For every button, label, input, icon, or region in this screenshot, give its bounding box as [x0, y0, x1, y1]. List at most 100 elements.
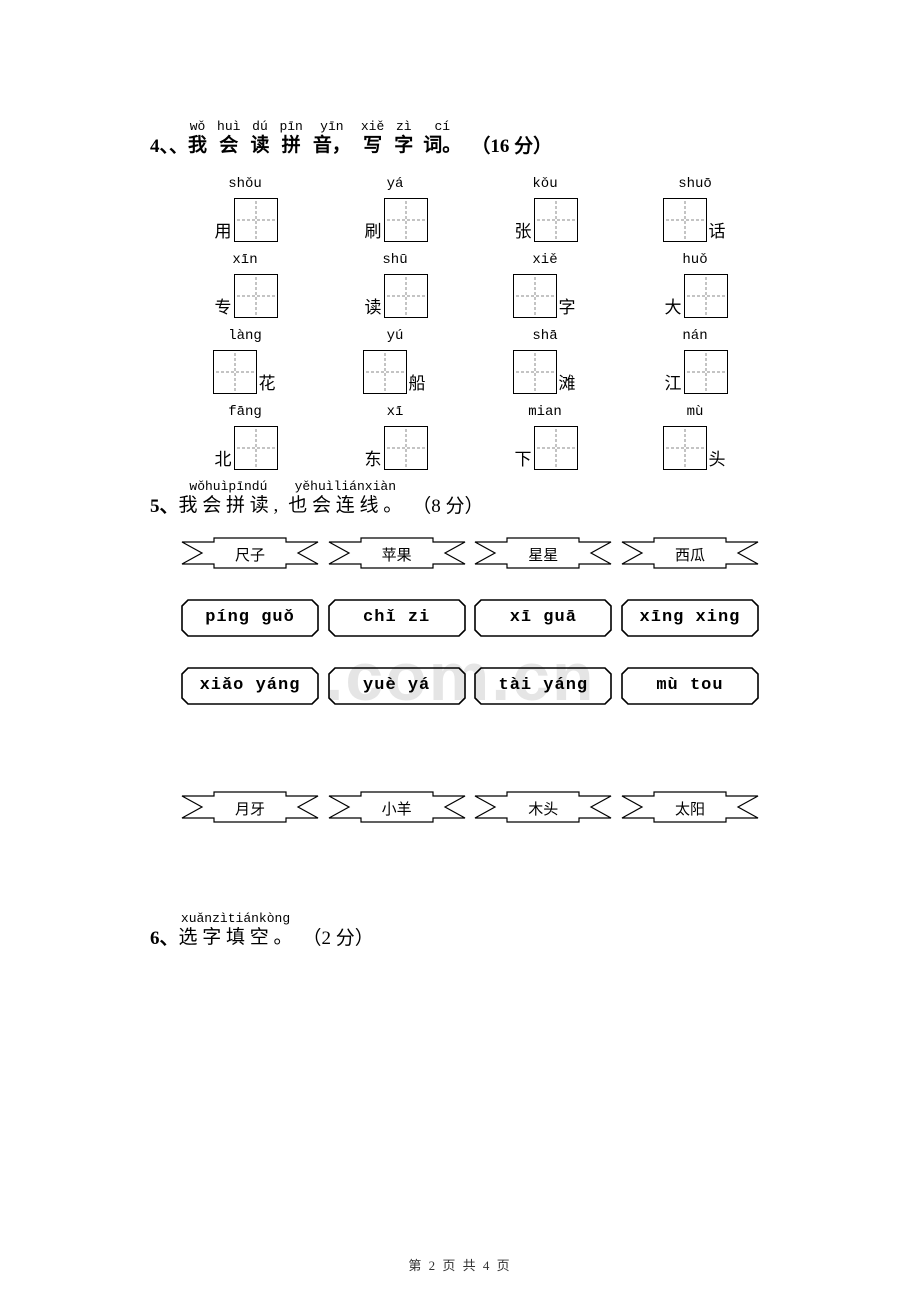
pinyin-box[interactable]: píng guǒ — [180, 598, 320, 638]
pinyin-text: xīng xing — [640, 608, 741, 627]
cell-pinyin: làng — [228, 328, 262, 346]
hanzi-cell: nán 江 — [625, 328, 765, 394]
pinyin-text: píng guǒ — [205, 608, 295, 627]
hanzi-cell: làng 花 — [175, 328, 315, 394]
cell-pinyin: shuō — [678, 176, 712, 194]
prefix-char: 读 — [365, 299, 382, 316]
banner-text: 尺子 — [235, 544, 265, 565]
word-banner[interactable]: 木头 — [473, 790, 613, 824]
q4-title: 4、、wǒ我huì会dú读pīn拼yīn音，xiě写zì字cí词。（16 分） — [150, 120, 820, 158]
anno-char: xiě写 — [361, 120, 384, 158]
banner-text: 西瓜 — [675, 544, 705, 565]
suffix-char: 字 — [559, 299, 576, 316]
hanzi-row: fāng 北 xī东 mian 下 mù头 — [175, 404, 765, 470]
hanzi-cell: mù头 — [625, 404, 765, 470]
cell-pinyin: xī — [387, 404, 404, 422]
hanzi-row: shǒu用yá刷kǒu张shuō话 — [175, 176, 765, 242]
pinyin-box[interactable]: xiǎo yáng — [180, 666, 320, 706]
banner-text: 小羊 — [382, 798, 412, 819]
tianzige-box[interactable] — [663, 198, 707, 242]
tianzige-box[interactable] — [684, 274, 728, 318]
q6-title: 6、xuǎnzìtiánkòng选 字 填 空 。（2 分） — [150, 912, 820, 950]
pinyin-box[interactable]: mù tou — [620, 666, 760, 706]
tianzige-box[interactable] — [384, 426, 428, 470]
word-banner[interactable]: 苹果 — [327, 536, 467, 570]
anno-char: wǒhuìpīndú我 会 拼 读 , — [179, 480, 279, 518]
suffix-char: 话 — [709, 223, 726, 240]
word-banner[interactable]: 西瓜 — [620, 536, 760, 570]
hanzi-cell: xiě字 — [475, 252, 615, 318]
cell-pinyin: fāng — [228, 404, 262, 422]
tianzige-box[interactable] — [663, 426, 707, 470]
tianzige-box[interactable] — [363, 350, 407, 394]
hanzi-cell: shǒu用 — [175, 176, 315, 242]
pinyin-text: xī guā — [510, 608, 577, 627]
hanzi-cell: yá刷 — [325, 176, 465, 242]
banner-text: 木头 — [528, 798, 558, 819]
banner-text: 太阳 — [675, 798, 705, 819]
hanzi-cell: shā 滩 — [475, 328, 615, 394]
q4-points: （16 分） — [471, 136, 552, 157]
pinyin-box[interactable]: chǐ zi — [327, 598, 467, 638]
cell-pinyin: shā — [532, 328, 557, 346]
anno-char: huì会 — [217, 120, 240, 158]
word-banner[interactable]: 月牙 — [180, 790, 320, 824]
cell-pinyin: xīn — [232, 252, 257, 270]
tianzige-box[interactable] — [534, 426, 578, 470]
pinyin-text: xiǎo yáng — [200, 676, 301, 695]
q4-grid: shǒu用yá刷kǒu张shuō话xīn专shū读xiě字huǒ大làng花yú… — [100, 176, 820, 470]
banner-text: 苹果 — [382, 544, 412, 565]
page-footer: 第 2 页 共 4 页 — [0, 1255, 920, 1274]
hanzi-cell: yú 船 — [325, 328, 465, 394]
pinyin-text: mù tou — [656, 676, 723, 695]
q5-pinyin-row-2: xiǎo yáng yuè yátài yáng mù tou — [180, 666, 760, 706]
cell-pinyin: yá — [387, 176, 404, 194]
hanzi-cell: shuō 话 — [625, 176, 765, 242]
hanzi-cell: xī东 — [325, 404, 465, 470]
pinyin-box[interactable]: yuè yá — [327, 666, 467, 706]
cell-pinyin: mù — [687, 404, 704, 422]
suffix-char: 花 — [259, 375, 276, 392]
anno-char: cí词。 — [423, 120, 461, 158]
tianzige-box[interactable] — [684, 350, 728, 394]
prefix-char: 江 — [665, 375, 682, 392]
hanzi-cell: fāng 北 — [175, 404, 315, 470]
q5-title: 5、wǒhuìpīndú我 会 拼 读 ,yěhuìliánxiàn也 会 连 … — [150, 480, 820, 518]
word-banner[interactable]: 太阳 — [620, 790, 760, 824]
cell-pinyin: shū — [382, 252, 407, 270]
q5-points: （8 分） — [412, 496, 483, 517]
prefix-char: 北 — [215, 451, 232, 468]
q5-number: 5、 — [150, 496, 179, 517]
pinyin-box[interactable]: xīng xing — [620, 598, 760, 638]
tianzige-box[interactable] — [234, 274, 278, 318]
banner-text: 星星 — [528, 544, 558, 565]
q5-banner-top-row: 尺子 苹果 星星 西瓜 — [180, 536, 760, 570]
cell-pinyin: shǒu — [228, 176, 262, 194]
pinyin-box[interactable]: tài yáng — [473, 666, 613, 706]
cell-pinyin: mian — [528, 404, 562, 422]
tianzige-box[interactable] — [213, 350, 257, 394]
hanzi-row: xīn专shū读xiě字huǒ大 — [175, 252, 765, 318]
tianzige-box[interactable] — [234, 198, 278, 242]
word-banner[interactable]: 小羊 — [327, 790, 467, 824]
prefix-char: 下 — [515, 451, 532, 468]
pinyin-box[interactable]: xī guā — [473, 598, 613, 638]
anno-char: yěhuìliánxiàn也 会 连 线 。 — [288, 480, 402, 518]
cell-pinyin: yú — [387, 328, 404, 346]
tianzige-box[interactable] — [234, 426, 278, 470]
q6-points: （2 分） — [303, 927, 374, 948]
tianzige-box[interactable] — [513, 274, 557, 318]
suffix-char: 滩 — [559, 375, 576, 392]
anno-char: zì字 — [394, 120, 413, 158]
tianzige-box[interactable] — [513, 350, 557, 394]
tianzige-box[interactable] — [534, 198, 578, 242]
cell-pinyin: nán — [682, 328, 707, 346]
hanzi-cell: xīn专 — [175, 252, 315, 318]
tianzige-box[interactable] — [384, 198, 428, 242]
suffix-char: 船 — [409, 375, 426, 392]
word-banner[interactable]: 星星 — [473, 536, 613, 570]
hanzi-cell: shū 读 — [325, 252, 465, 318]
word-banner[interactable]: 尺子 — [180, 536, 320, 570]
tianzige-box[interactable] — [384, 274, 428, 318]
content: 4、、wǒ我huì会dú读pīn拼yīn音，xiě写zì字cí词。（16 分） … — [100, 120, 820, 949]
